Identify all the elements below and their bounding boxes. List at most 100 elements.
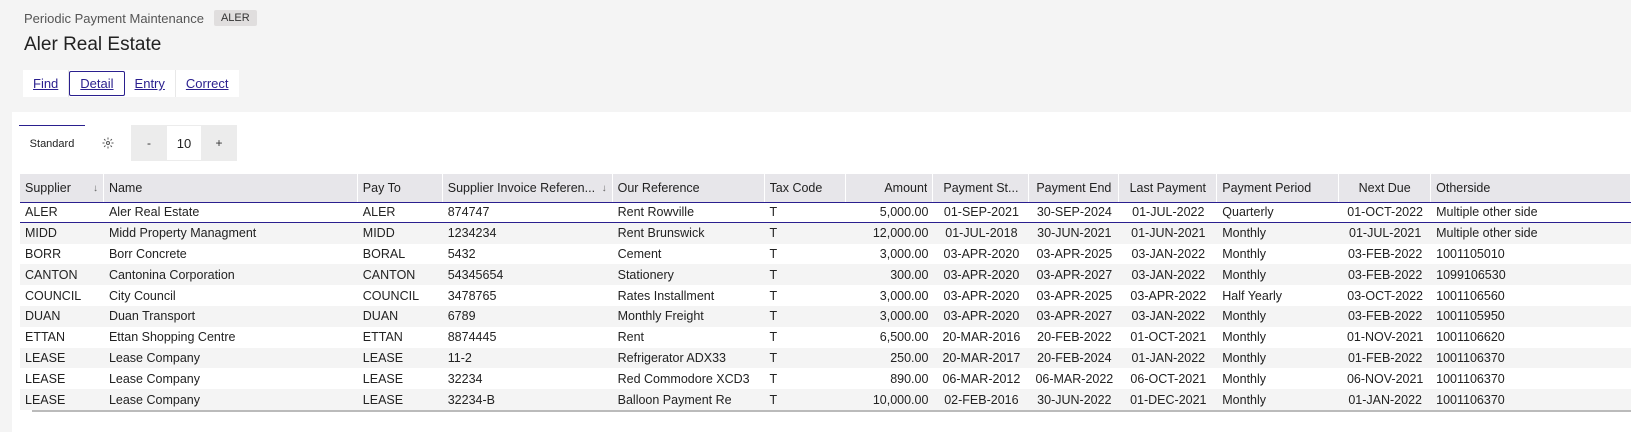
sort-icon[interactable]: ↓ — [601, 182, 607, 194]
cell-next-due: 03-OCT-2022 — [1347, 288, 1424, 303]
results-panel: Standard - 10 + Supplier ↓ Name Pay To Suppl… — [12, 112, 1631, 432]
table-row[interactable]: DUAN Duan Transport DUAN 6789 Monthly Freigh… — [20, 305, 1631, 327]
detail-action[interactable]: Detail — [69, 71, 125, 96]
cell-next-due: 01-NOV-2021 — [1346, 330, 1424, 345]
cell-otherside: 1001106370 — [1436, 392, 1505, 407]
cell-supplier-invoice-reference: 5432 — [447, 246, 476, 261]
cell-payment-period: Monthly — [1222, 371, 1267, 386]
gear-icon[interactable] — [85, 125, 131, 161]
payments-table: Supplier ↓ Name Pay To Supplier Invoice Refe… — [20, 174, 1631, 410]
table-row[interactable]: LEASE Lease Company LEASE 32234 Red Commodor… — [20, 368, 1631, 389]
cell-payment-period: Monthly — [1222, 267, 1267, 282]
column-header-supplier-invoice-reference[interactable]: Supplier Invoice Referen... ↓ — [443, 174, 613, 202]
cell-our-reference: Rates Installment — [617, 288, 715, 303]
cell-payment-end: 03-APR-2025 — [1036, 246, 1113, 261]
sort-icon[interactable]: ↓ — [92, 182, 98, 194]
table-row[interactable]: COUNCIL City Council COUNCIL 3478765 Rates I… — [20, 285, 1631, 306]
column-header-label: Our Reference — [617, 181, 700, 195]
table-row[interactable]: MIDD Midd Property Managment MIDD 1234234 Re… — [20, 222, 1631, 244]
cell-name: Cantonina Corporation — [108, 267, 235, 282]
table-row-selected[interactable]: ALER Aler Real Estate ALER 874747 Rent Rowvi… — [20, 202, 1631, 223]
column-header-label: Name — [108, 181, 143, 195]
cell-amount: 300.00 — [890, 267, 929, 282]
column-header-label: Otherside — [1436, 181, 1491, 195]
cell-otherside: 1001106370 — [1436, 371, 1505, 386]
cell-pay-to: LEASE — [362, 350, 404, 365]
cell-otherside: 1001106560 — [1436, 288, 1505, 303]
cell-pay-to: DUAN — [362, 309, 399, 324]
cell-tax-code: T — [769, 330, 778, 345]
cell-our-reference: Balloon Payment Re — [617, 392, 732, 407]
horizontal-scrollbar[interactable] — [32, 410, 1631, 412]
column-header-amount[interactable]: Amount — [846, 174, 934, 202]
column-header-payment-period[interactable]: Payment Period — [1217, 174, 1340, 202]
cell-last-payment: 06-OCT-2021 — [1130, 371, 1207, 386]
action-bar: Find Detail Entry Correct — [23, 70, 239, 97]
column-header-label: Supplier — [25, 181, 71, 195]
cell-payment-period: Monthly — [1222, 392, 1267, 407]
cell-tax-code: T — [769, 350, 778, 365]
column-header-name[interactable]: Name — [104, 174, 358, 202]
table-row[interactable]: ETTAN Ettan Shopping Centre ETTAN 8874445 Re… — [20, 327, 1631, 348]
column-header-payment-start[interactable]: Payment St... — [933, 174, 1030, 202]
cell-next-due: 03-FEB-2022 — [1347, 267, 1423, 282]
column-header-tax-code[interactable]: Tax Code — [765, 174, 847, 202]
table-row[interactable]: CANTON Cantonina Corporation CANTON 5434565… — [20, 264, 1631, 286]
column-header-label: Last Payment — [1129, 181, 1207, 195]
cell-supplier-invoice-reference: 8874445 — [447, 330, 497, 345]
cell-tax-code: T — [769, 205, 778, 220]
column-header-next-due[interactable]: Next Due — [1339, 174, 1432, 202]
breadcrumb: Periodic Payment Maintenance — [24, 10, 204, 26]
cell-name: Lease Company — [108, 392, 200, 407]
cell-payment-end: 30-JUN-2021 — [1037, 226, 1112, 241]
cell-otherside: 1001106370 — [1436, 350, 1505, 365]
cell-last-payment: 01-OCT-2021 — [1130, 330, 1207, 345]
cell-amount: 3,000.00 — [879, 246, 929, 261]
cell-next-due: 01-OCT-2022 — [1347, 205, 1424, 220]
cell-next-due: 01-JUL-2021 — [1349, 226, 1422, 241]
cell-our-reference: Stationery — [617, 267, 674, 282]
column-header-pay-to[interactable]: Pay To — [358, 174, 443, 202]
increment-button[interactable]: + — [215, 136, 223, 150]
cell-supplier-invoice-reference: 1234234 — [447, 226, 497, 241]
column-header-last-payment[interactable]: Last Payment — [1119, 174, 1218, 202]
cell-otherside: 1001106620 — [1436, 330, 1505, 345]
column-header-our-reference[interactable]: Our Reference — [613, 174, 765, 202]
cell-supplier-invoice-reference: 32234 — [447, 371, 483, 386]
column-header-supplier[interactable]: Supplier ↓ — [20, 174, 104, 202]
cell-name: Borr Concrete — [108, 246, 187, 261]
cell-payment-start: 03-APR-2020 — [943, 288, 1020, 303]
table-row[interactable]: LEASE Lease Company LEASE 32234-B Balloon Pa… — [20, 389, 1631, 410]
cell-otherside: Multiple other side — [1436, 226, 1538, 241]
column-header-payment-end[interactable]: Payment End — [1029, 174, 1120, 202]
cell-payment-end: 03-APR-2025 — [1036, 288, 1113, 303]
cell-otherside: 1001105950 — [1436, 309, 1505, 324]
column-header-label: Payment St... — [943, 181, 1019, 195]
column-header-otherside[interactable]: Otherside — [1431, 174, 1631, 202]
cell-next-due: 03-FEB-2022 — [1347, 309, 1423, 324]
cell-last-payment: 01-JUL-2022 — [1132, 205, 1205, 220]
cell-tax-code: T — [769, 246, 778, 261]
cell-supplier-invoice-reference: 32234-B — [447, 392, 495, 407]
tab-standard-view[interactable]: Standard — [19, 125, 85, 161]
cell-next-due: 01-FEB-2022 — [1347, 350, 1423, 365]
decrement-button[interactable]: - — [147, 136, 151, 150]
cell-name: Midd Property Managment — [108, 226, 257, 241]
cell-last-payment: 01-JAN-2022 — [1131, 350, 1206, 365]
correct-action[interactable]: Correct — [185, 76, 229, 91]
cell-name: Aler Real Estate — [108, 205, 200, 220]
cell-supplier-invoice-reference: 6789 — [447, 309, 476, 324]
cell-amount: 3,000.00 — [879, 288, 929, 303]
table-row[interactable]: LEASE Lease Company LEASE 11-2 Refrigerator … — [20, 347, 1631, 369]
grid-toolbar: Standard - 10 + — [19, 125, 237, 161]
cell-payment-end: 20-FEB-2024 — [1037, 350, 1112, 365]
cell-payment-period: Monthly — [1222, 226, 1267, 241]
find-action[interactable]: Find — [23, 70, 70, 97]
entry-action[interactable]: Entry — [125, 70, 176, 97]
column-header-label: Payment End — [1036, 181, 1112, 195]
page-size-input[interactable]: 10 — [167, 126, 201, 160]
cell-pay-to: LEASE — [362, 371, 404, 386]
table-row[interactable]: BORR Borr Concrete BORAL 5432 Cement T 3,000.0… — [20, 244, 1631, 265]
cell-supplier-invoice-reference: 11-2 — [447, 350, 472, 365]
cell-supplier-invoice-reference: 874747 — [447, 205, 490, 220]
